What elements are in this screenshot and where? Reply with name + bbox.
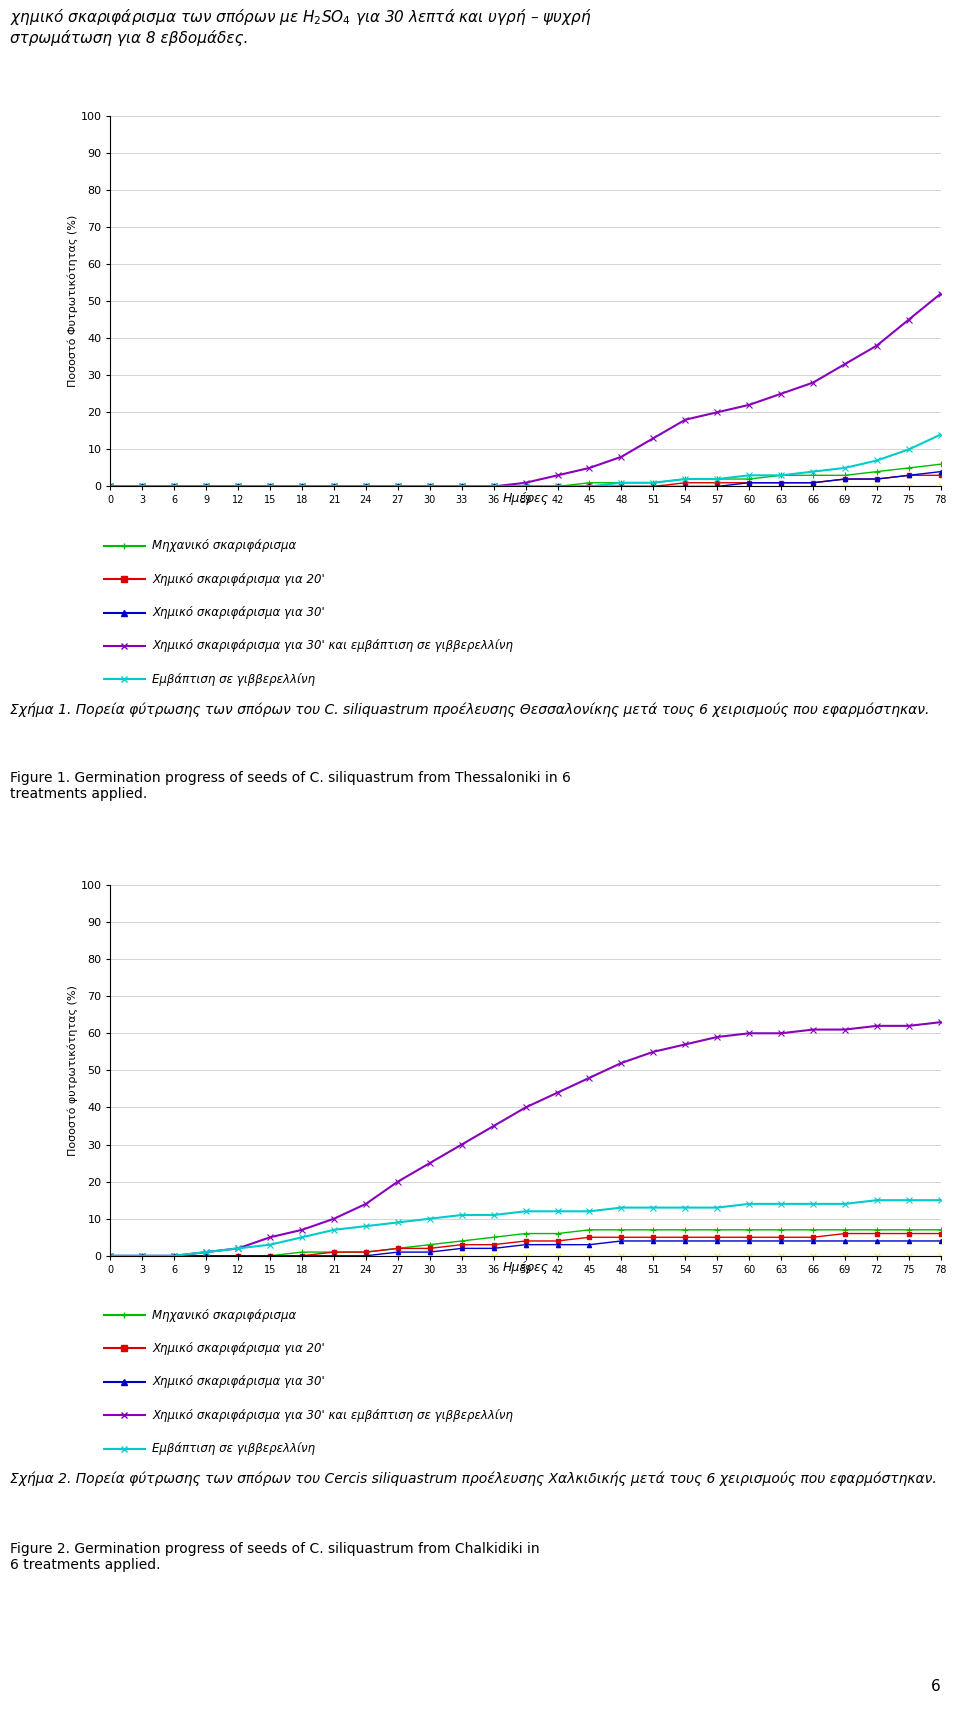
Text: χημικό σκαριφάρισμα των σπόρων με H$_2$SO$_4$ για 30 λεπτά και υγρή – ψυχρή
στρω: χημικό σκαριφάρισμα των σπόρων με H$_2$S… <box>10 7 591 45</box>
Text: Ημέρες: Ημέρες <box>502 1261 549 1275</box>
Text: Χημικό σκαριφάρισμα για 20': Χημικό σκαριφάρισμα για 20' <box>153 573 325 585</box>
Text: Figure 2. Germination progress of seeds of C. siliquastrum from Chalkidiki in
6 : Figure 2. Germination progress of seeds … <box>10 1542 540 1571</box>
Text: Χημικό σκαριφάρισμα για 20': Χημικό σκαριφάρισμα για 20' <box>153 1342 325 1354</box>
Text: Χημικό σκαριφάρισμα για 30': Χημικό σκαριφάρισμα για 30' <box>153 605 325 619</box>
Text: Σχήμα 2. Πορεία φύτρωσης των σπόρων του Cercis siliquastrum προέλευσης Χαλκιδική: Σχήμα 2. Πορεία φύτρωσης των σπόρων του … <box>10 1471 936 1485</box>
Text: Χημικό σκαριφάρισμα για 30' και εμβάπτιση σε γιββερελλίνη: Χημικό σκαριφάρισμα για 30' και εμβάπτισ… <box>153 640 514 652</box>
Y-axis label: Ποσοστό φυτρωτικότητας (%): Ποσοστό φυτρωτικότητας (%) <box>67 985 78 1156</box>
Text: Μηχανικό σκαριφάρισμα: Μηχανικό σκαριφάρισμα <box>153 1309 297 1321</box>
Text: Μηχανικό σκαριφάρισμα: Μηχανικό σκαριφάρισμα <box>153 540 297 552</box>
Text: 6: 6 <box>931 1678 941 1694</box>
Y-axis label: Ποσοστό Φυτρωτικότητας (%): Ποσοστό Φυτρωτικότητας (%) <box>67 216 78 386</box>
Text: Εμβάπτιση σε γιββερελλίνη: Εμβάπτιση σε γιββερελλίνη <box>153 1442 316 1456</box>
Text: Ημέρες: Ημέρες <box>502 492 549 505</box>
Text: Σχήμα 1. Πορεία φύτρωσης των σπόρων του C. siliquastrum προέλευσης Θεσσαλονίκης : Σχήμα 1. Πορεία φύτρωσης των σπόρων του … <box>10 702 929 716</box>
Text: Figure 1. Germination progress of seeds of C. siliquastrum from Thessaloniki in : Figure 1. Germination progress of seeds … <box>10 771 570 800</box>
Text: Χημικό σκαριφάρισμα για 30' και εμβάπτιση σε γιββερελλίνη: Χημικό σκαριφάρισμα για 30' και εμβάπτισ… <box>153 1409 514 1421</box>
Text: Εμβάπτιση σε γιββερελλίνη: Εμβάπτιση σε γιββερελλίνη <box>153 673 316 687</box>
Text: Χημικό σκαριφάρισμα για 30': Χημικό σκαριφάρισμα για 30' <box>153 1375 325 1389</box>
